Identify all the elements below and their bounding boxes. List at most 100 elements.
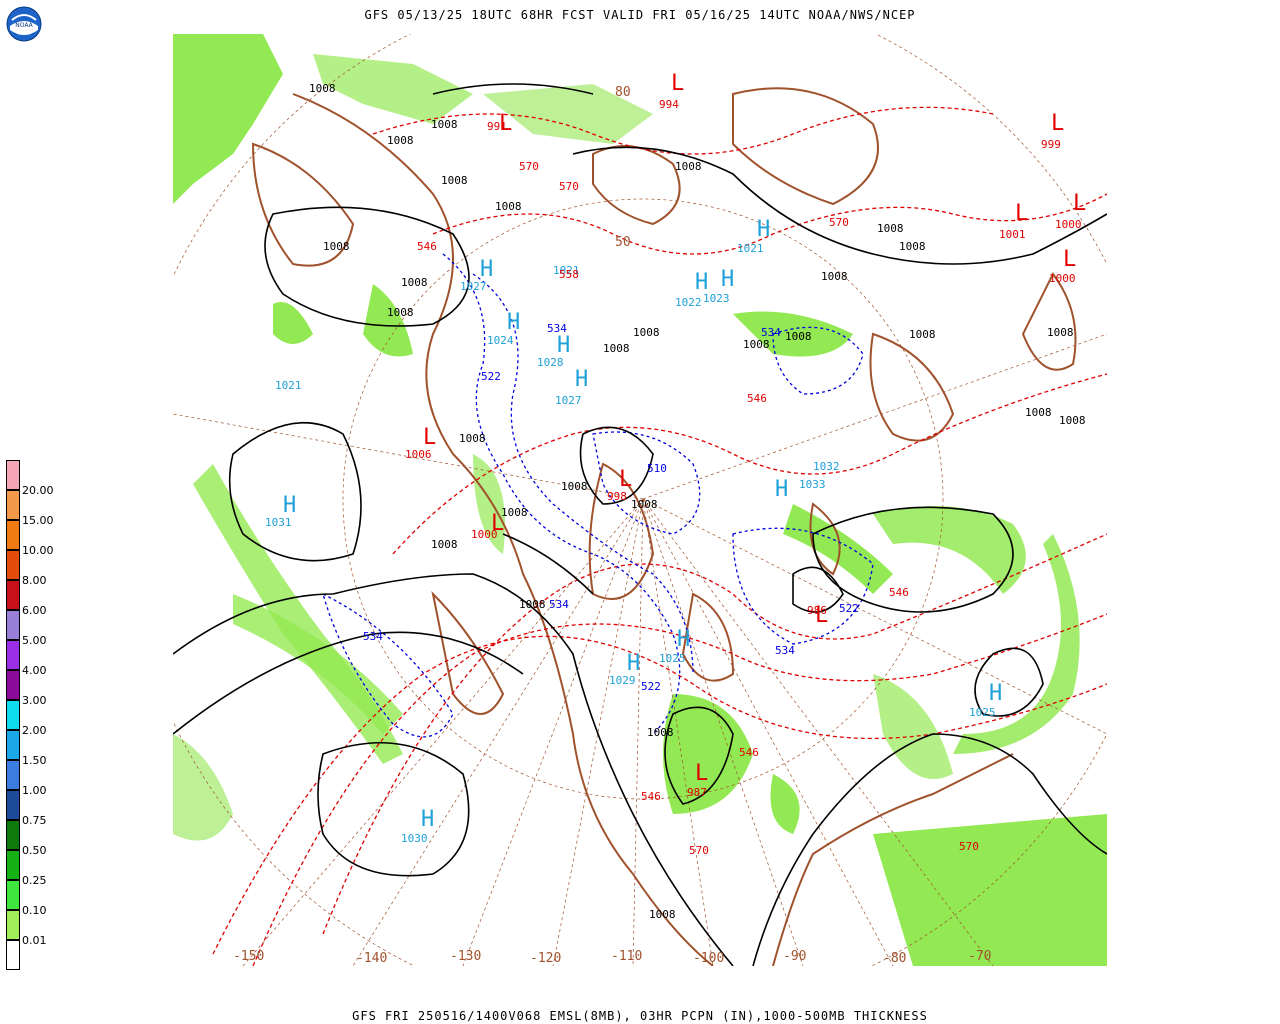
svg-text:H: H	[575, 367, 588, 392]
svg-text:L: L	[619, 467, 632, 492]
lon-label: -90	[783, 949, 806, 964]
noaa-logo-icon: NOAA	[6, 6, 42, 42]
isobar-label: 1008	[1059, 414, 1086, 427]
svg-text:987: 987	[687, 786, 707, 799]
thickness-label: 546	[739, 746, 759, 759]
legend-color-box	[6, 580, 20, 610]
lon-label: -120	[530, 951, 561, 966]
isobars	[173, 83, 1107, 966]
high-center: 1021	[275, 379, 302, 392]
high-center: 1032	[813, 460, 840, 473]
svg-text:H: H	[775, 477, 788, 502]
isobar-label: 1008	[495, 200, 522, 213]
legend-color-box	[6, 490, 20, 520]
legend-label: 5.00	[22, 634, 47, 647]
thickness-label: 534	[547, 322, 567, 335]
longitude-labels: -150 -140 -130 -120 -110 -100 -90 -80 -7…	[233, 949, 991, 966]
svg-text:L: L	[499, 111, 512, 136]
legend-label: 1.00	[22, 784, 47, 797]
legend-color-box	[6, 820, 20, 850]
thickness-label: 570	[559, 180, 579, 193]
legend-label: 0.25	[22, 874, 47, 887]
isobar-label: 1008	[633, 326, 660, 339]
svg-text:H: H	[421, 807, 434, 832]
svg-text:L: L	[423, 425, 436, 450]
thickness-label: 546	[641, 790, 661, 803]
svg-text:1030: 1030	[401, 832, 428, 845]
thickness-label: 522	[839, 602, 859, 615]
svg-text:H: H	[757, 217, 770, 242]
legend-label: 2.00	[22, 724, 47, 737]
isobar-label: 1008	[743, 338, 770, 351]
legend-color-box	[6, 790, 20, 820]
svg-text:H: H	[557, 333, 570, 358]
legend-color-box	[6, 880, 20, 910]
legend-color-box	[6, 760, 20, 790]
legend-color-box	[6, 550, 20, 580]
lon-label: -100	[693, 951, 724, 966]
svg-text:L: L	[1051, 111, 1064, 136]
svg-text:1028: 1028	[537, 356, 564, 369]
svg-text:1021: 1021	[553, 264, 580, 277]
precip-legend	[6, 460, 20, 972]
legend-color-box	[6, 460, 20, 490]
isobar-labels: 1008 1008 1008 1008 1008 1008 1008 1008 …	[309, 82, 1086, 921]
legend-label: 8.00	[22, 574, 47, 587]
thickness-label: 522	[641, 680, 661, 693]
svg-text:1027: 1027	[460, 280, 487, 293]
isobar-label: 1008	[401, 276, 428, 289]
lon-label: -80	[883, 951, 906, 966]
svg-text:999: 999	[1041, 138, 1061, 151]
legend-label: 20.00	[22, 484, 54, 497]
lon-label: -110	[611, 949, 642, 964]
svg-text:L: L	[1015, 201, 1028, 226]
svg-text:1023: 1023	[703, 292, 730, 305]
svg-text:1025: 1025	[969, 706, 996, 719]
legend-label: 0.50	[22, 844, 47, 857]
legend-label: 15.00	[22, 514, 54, 527]
isobar-label: 1008	[647, 726, 674, 739]
lat-label: 80	[615, 85, 631, 100]
isobar-label: 1008	[649, 908, 676, 921]
legend-label: 0.10	[22, 904, 47, 917]
svg-text:H: H	[989, 681, 1002, 706]
isobar-label: 1008	[387, 306, 414, 319]
isobar-label: 1008	[459, 432, 486, 445]
svg-text:986: 986	[807, 604, 827, 617]
chart-title: GFS 05/13/25 18UTC 68HR FCST VALID FRI 0…	[364, 8, 916, 22]
isobar-label: 1008	[519, 598, 546, 611]
isobar-label: 1008	[877, 222, 904, 235]
svg-text:1029: 1029	[609, 674, 636, 687]
svg-text:991: 991	[487, 120, 507, 133]
legend-color-box	[6, 520, 20, 550]
svg-text:1031: 1031	[265, 516, 292, 529]
isobar-label: 1008	[1025, 406, 1052, 419]
isobar-label: 1008	[561, 480, 588, 493]
thickness-label: 570	[689, 844, 709, 857]
svg-text:H: H	[677, 627, 690, 652]
svg-text:1025: 1025	[659, 652, 686, 665]
isobar-label: 1008	[675, 160, 702, 173]
isobar-label: 1008	[323, 240, 350, 253]
legend-color-box	[6, 670, 20, 700]
isobar-label: 1008	[603, 342, 630, 355]
legend-label: 0.01	[22, 934, 47, 947]
isobar-label: 1008	[899, 240, 926, 253]
legend-color-box	[6, 700, 20, 730]
thickness-label: 510	[647, 462, 667, 475]
isobar-label: 1008	[1047, 326, 1074, 339]
svg-text:H: H	[480, 257, 493, 282]
